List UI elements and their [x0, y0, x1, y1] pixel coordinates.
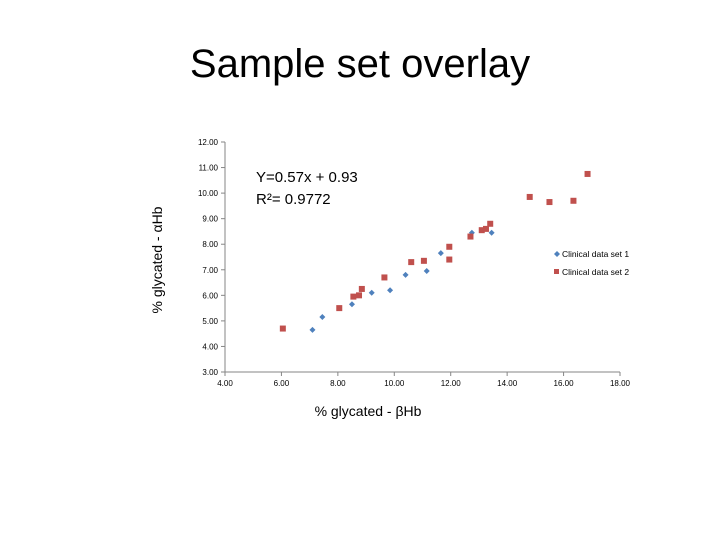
x-tick-label: 18.00 — [610, 379, 631, 388]
chart-legend: Clinical data set 1 Clinical data set 2 — [554, 249, 629, 277]
legend-marker-set-2 — [554, 269, 559, 274]
x-tick-labels: 4.00 6.00 8.00 10.00 12.00 14.00 16.00 18.00 — [217, 372, 631, 388]
y-tick-labels: 3.00 4.00 5.00 6.00 7.00 8.00 9.00 10.00 11.00 12… — [198, 138, 225, 377]
data-point-set-2 — [420, 257, 427, 264]
x-tick-label: 6.00 — [274, 379, 290, 388]
x-tick-label: 10.00 — [384, 379, 405, 388]
data-point-set-1 — [387, 287, 394, 294]
x-tick-label: 14.00 — [497, 379, 518, 388]
data-point-set-2 — [482, 225, 489, 232]
data-point-set-2 — [381, 274, 388, 281]
legend-label-set-1: Clinical data set 1 — [562, 249, 629, 259]
chart-axes — [224, 142, 620, 373]
y-tick-label: 5.00 — [202, 317, 218, 326]
data-point-set-2 — [487, 220, 494, 227]
data-point-set-2 — [358, 285, 365, 292]
data-point-set-2 — [446, 243, 453, 250]
data-point-set-2 — [446, 256, 453, 263]
slide-title: Sample set overlay — [189, 42, 531, 86]
y-axis-title: % glycated - αHb — [149, 206, 165, 313]
x-tick-label: 16.00 — [554, 379, 575, 388]
data-point-set-2 — [584, 170, 591, 177]
data-point-set-2 — [356, 292, 363, 299]
y-tick-label: 12.00 — [198, 138, 219, 147]
data-point-set-2 — [478, 227, 485, 234]
data-point-set-2 — [336, 305, 343, 312]
y-tick-label: 6.00 — [202, 291, 218, 300]
legend-label-set-2: Clinical data set 2 — [562, 267, 629, 277]
data-point-set-1 — [348, 301, 355, 308]
data-point-set-1 — [488, 229, 495, 236]
y-tick-label: 11.00 — [199, 164, 219, 173]
x-axis-title: % glycated - βHb — [315, 403, 422, 419]
y-tick-label: 8.00 — [202, 240, 218, 249]
data-point-set-1 — [368, 289, 375, 296]
data-point-set-1 — [423, 268, 430, 275]
data-points — [279, 170, 591, 333]
data-point-set-2 — [546, 199, 553, 206]
legend-marker-set-1 — [554, 251, 560, 257]
y-tick-label: 9.00 — [202, 215, 218, 224]
data-point-set-2 — [350, 293, 357, 300]
y-tick-label: 10.00 — [198, 189, 219, 198]
data-point-set-1 — [437, 250, 444, 257]
data-point-set-2 — [526, 193, 533, 200]
y-tick-label: 7.00 — [202, 266, 218, 275]
regression-equation: Y=0.57x + 0.93 — [256, 169, 358, 186]
data-point-set-2 — [467, 233, 474, 240]
r-squared-value: R²= 0.9772 — [256, 191, 331, 208]
y-tick-label: 3.00 — [202, 368, 218, 377]
x-tick-label: 8.00 — [330, 379, 346, 388]
data-point-set-2 — [570, 197, 577, 204]
data-point-set-2 — [279, 325, 286, 332]
data-point-set-1 — [309, 326, 316, 333]
data-point-set-1 — [402, 271, 409, 278]
x-tick-label: 4.00 — [217, 379, 233, 388]
data-point-set-1 — [319, 314, 326, 321]
data-point-set-2 — [408, 259, 415, 266]
x-tick-label: 12.00 — [441, 379, 462, 388]
y-tick-label: 4.00 — [202, 342, 218, 351]
